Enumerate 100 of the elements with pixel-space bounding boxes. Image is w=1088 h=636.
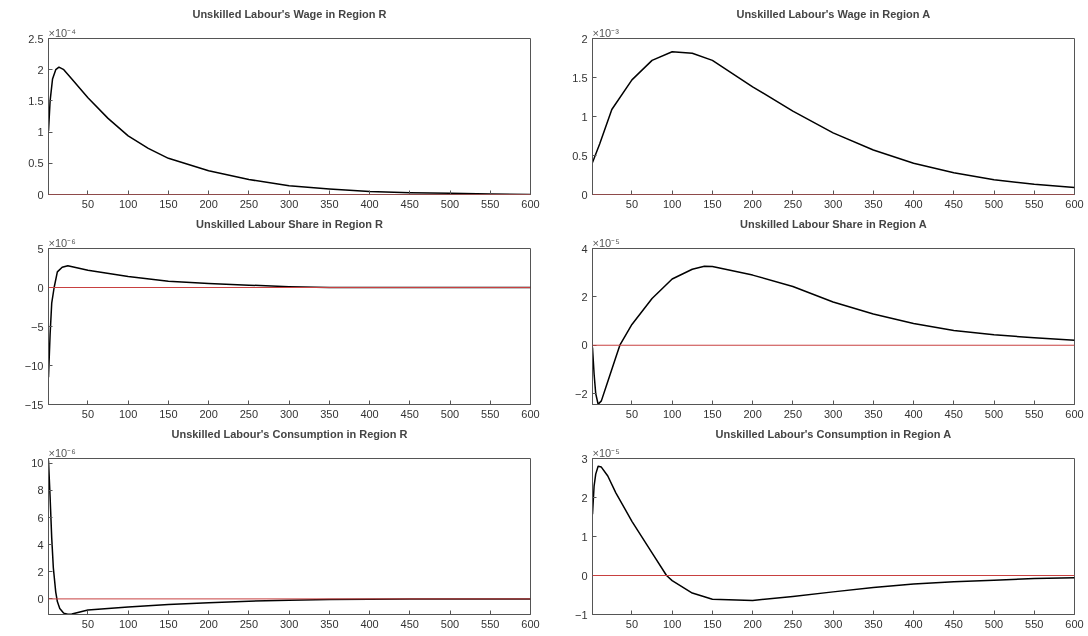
y-tick-label: 0 — [581, 569, 588, 582]
y-tick-label: 1 — [581, 110, 588, 123]
x-tick-label: 400 — [904, 197, 923, 210]
chart-title: Unskilled Labour Share in Region A — [739, 217, 927, 230]
y-tick-label: 0 — [37, 281, 44, 294]
y-tick-label: 2 — [581, 290, 588, 303]
y-tick-label: −5 — [30, 320, 44, 333]
x-tick-label: 600 — [1065, 407, 1084, 420]
y-tick-label: 0 — [37, 188, 44, 201]
x-tick-label: 150 — [159, 617, 178, 630]
x-tick-label: 500 — [984, 197, 1004, 210]
annotation: ×10⁻⁶ — [48, 236, 76, 249]
x-tick-label: 150 — [159, 407, 178, 420]
y-tick-label: 1 — [37, 126, 44, 139]
y-tick-label: 8 — [37, 484, 44, 497]
y-tick-label: −1 — [574, 608, 588, 621]
x-tick-label: 100 — [662, 197, 682, 210]
y-tick-label: 1 — [581, 530, 588, 543]
annotation: ×10⁻³ — [592, 26, 620, 39]
y-tick-label: −10 — [24, 359, 44, 372]
x-tick-label: 550 — [481, 617, 500, 630]
x-tick-label: 300 — [279, 617, 299, 630]
x-tick-label: 450 — [944, 407, 963, 420]
x-tick-label: 250 — [783, 197, 803, 210]
x-tick-label: 400 — [360, 407, 379, 420]
y-tick-label: 0 — [581, 188, 588, 201]
x-tick-label: 450 — [400, 407, 419, 420]
x-tick-label: 50 — [625, 617, 639, 630]
x-tick-label: 300 — [823, 407, 843, 420]
y-tick-label: 0.5 — [572, 149, 588, 162]
x-tick-label: 100 — [118, 197, 138, 210]
y-tick-label: 1.5 — [28, 94, 44, 107]
x-tick-label: 250 — [783, 617, 803, 630]
x-tick-label: 150 — [159, 197, 178, 210]
x-tick-label: 450 — [944, 617, 963, 630]
x-tick-label: 400 — [360, 617, 379, 630]
x-tick-label: 500 — [440, 197, 460, 210]
x-tick-label: 550 — [481, 197, 500, 210]
x-tick-label: 550 — [1025, 197, 1044, 210]
y-tick-label: −15 — [24, 398, 44, 411]
y-tick-label: 2 — [581, 491, 588, 504]
y-tick-label: 10 — [31, 457, 44, 470]
x-tick-label: 550 — [481, 407, 500, 420]
chart-title: Unskilled Labour Share in Region R — [195, 217, 384, 230]
x-tick-label: 400 — [360, 197, 379, 210]
x-tick-label: 250 — [239, 197, 259, 210]
x-tick-label: 50 — [625, 197, 639, 210]
x-tick-label: 550 — [1025, 617, 1044, 630]
x-tick-label: 400 — [904, 617, 923, 630]
y-tick-label: 6 — [37, 511, 44, 524]
x-tick-label: 150 — [703, 617, 722, 630]
y-tick-label: 1.5 — [572, 71, 588, 84]
x-tick-label: 500 — [984, 407, 1004, 420]
x-tick-label: 350 — [320, 407, 339, 420]
x-tick-label: 200 — [199, 407, 218, 420]
x-tick-label: 350 — [320, 197, 339, 210]
x-tick-label: 100 — [118, 407, 138, 420]
y-tick-label: 2 — [581, 32, 588, 45]
x-tick-label: 500 — [440, 407, 460, 420]
x-tick-label: 450 — [400, 617, 419, 630]
x-tick-label: 250 — [783, 407, 803, 420]
y-tick-label: 0 — [37, 592, 44, 605]
x-tick-label: 450 — [400, 197, 419, 210]
x-tick-label: 100 — [662, 617, 682, 630]
chart-title: Unskilled Labour's Consumption in Region R — [171, 427, 408, 440]
x-tick-label: 600 — [1065, 617, 1084, 630]
x-tick-label: 300 — [279, 407, 299, 420]
x-tick-label: 300 — [279, 197, 299, 210]
x-tick-label: 200 — [199, 197, 218, 210]
x-tick-label: 50 — [81, 617, 95, 630]
x-tick-label: 250 — [239, 407, 259, 420]
y-tick-label: 2.5 — [28, 32, 44, 45]
y-tick-label: 5 — [37, 242, 44, 255]
annotation: ×10⁻⁵ — [592, 446, 620, 459]
annotation: ×10⁻⁴ — [48, 26, 77, 39]
x-tick-label: 150 — [703, 407, 722, 420]
x-tick-label: 150 — [703, 197, 722, 210]
x-tick-label: 350 — [864, 407, 883, 420]
chart-title: Unskilled Labour's Wage in Region A — [736, 7, 931, 20]
y-tick-label: 4 — [581, 242, 588, 255]
x-tick-label: 600 — [521, 617, 540, 630]
y-tick-label: 3 — [581, 452, 588, 465]
x-tick-label: 600 — [1065, 197, 1084, 210]
x-tick-label: 600 — [521, 407, 540, 420]
text: ×10⁻⁶ — [48, 446, 76, 459]
x-tick-label: 350 — [864, 617, 883, 630]
x-tick-label: 300 — [823, 617, 843, 630]
x-tick-label: 350 — [320, 617, 339, 630]
x-tick-label: 100 — [118, 617, 138, 630]
y-tick-label: 4 — [37, 538, 44, 551]
x-tick-label: 450 — [944, 197, 963, 210]
x-tick-label: 200 — [199, 617, 218, 630]
x-tick-label: 250 — [239, 617, 259, 630]
chart-title: Unskilled Labour's Consumption in Region A — [715, 427, 952, 440]
y-tick-label: 2 — [37, 63, 44, 76]
x-tick-label: 350 — [864, 197, 883, 210]
x-tick-label: 300 — [823, 197, 843, 210]
y-tick-label: 0 — [581, 339, 588, 352]
chart-title: Unskilled Labour's Wage in Region R — [192, 7, 387, 20]
x-tick-label: 400 — [904, 407, 923, 420]
